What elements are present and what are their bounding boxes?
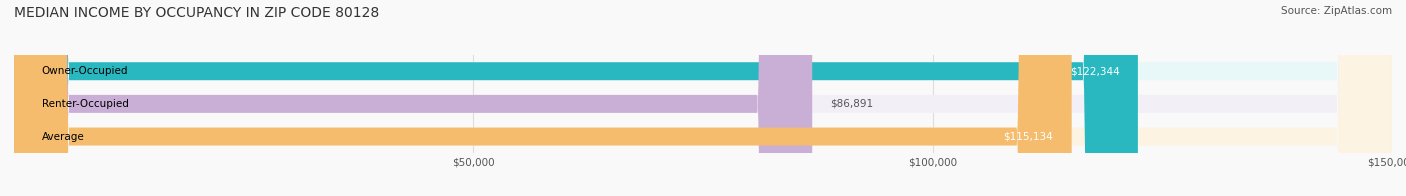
Text: Owner-Occupied: Owner-Occupied (42, 66, 128, 76)
FancyBboxPatch shape (14, 0, 1392, 196)
Text: $122,344: $122,344 (1070, 66, 1119, 76)
Text: Source: ZipAtlas.com: Source: ZipAtlas.com (1281, 6, 1392, 16)
FancyBboxPatch shape (14, 0, 813, 196)
FancyBboxPatch shape (14, 0, 1392, 196)
Text: $115,134: $115,134 (1004, 132, 1053, 142)
Text: MEDIAN INCOME BY OCCUPANCY IN ZIP CODE 80128: MEDIAN INCOME BY OCCUPANCY IN ZIP CODE 8… (14, 6, 380, 20)
Text: Renter-Occupied: Renter-Occupied (42, 99, 128, 109)
FancyBboxPatch shape (14, 0, 1392, 196)
FancyBboxPatch shape (14, 0, 1137, 196)
Text: $86,891: $86,891 (831, 99, 873, 109)
Text: Average: Average (42, 132, 84, 142)
FancyBboxPatch shape (14, 0, 1071, 196)
